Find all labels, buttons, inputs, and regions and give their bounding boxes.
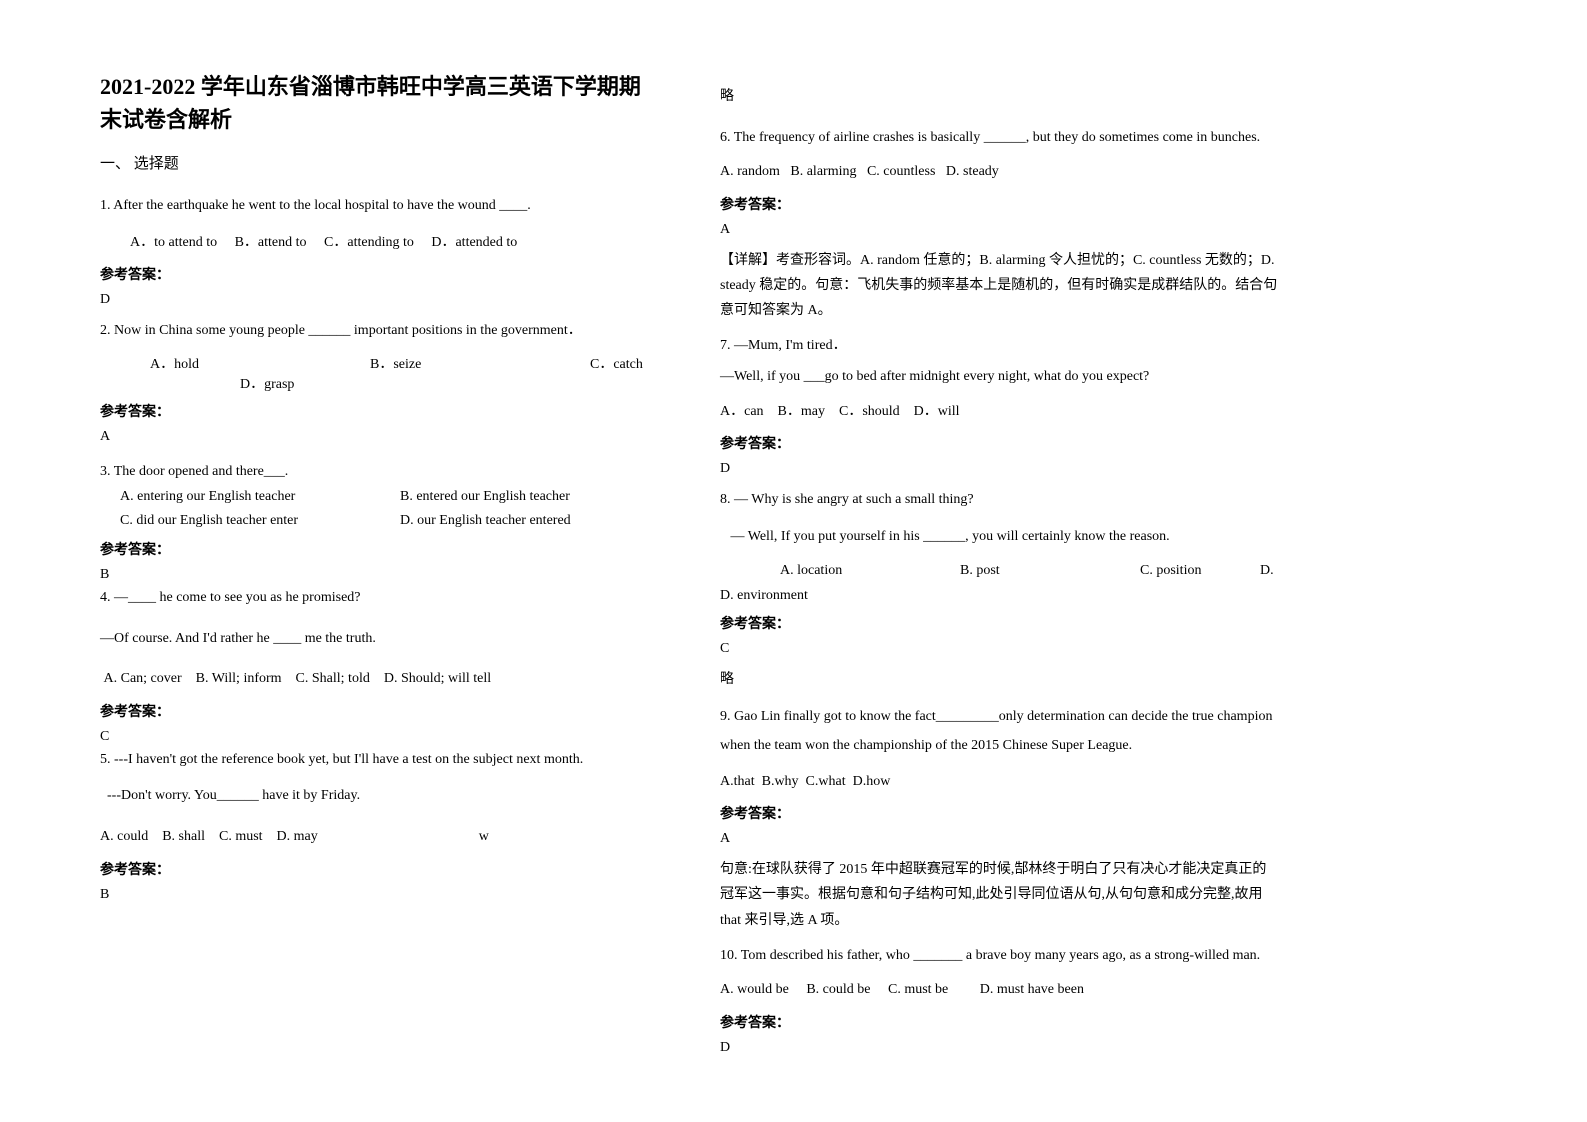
q8-opt-d: D. environment	[720, 585, 1280, 607]
q1-answer-label: 参考答案：	[100, 264, 660, 284]
q8-answer: C	[720, 641, 1280, 657]
q2-opt-d: D．grasp	[100, 373, 660, 393]
q9-answer-label: 参考答案：	[720, 803, 1280, 823]
q3-opts-row1: A. entering our English teacher B. enter…	[100, 485, 660, 509]
exam-title: 2021-2022 学年山东省淄博市韩旺中学高三英语下学期期末试卷含解析	[100, 70, 660, 136]
section-header: 一、 选择题	[100, 152, 660, 173]
q8-stem1: 8. — Why is she angry at such a small th…	[720, 487, 1280, 514]
q2-answer-label: 参考答案：	[100, 401, 660, 421]
q9-answer: A	[720, 831, 1280, 847]
q3-stem: 3. The door opened and there___.	[100, 459, 660, 486]
q2-stem: 2. Now in China some young people ______…	[100, 318, 660, 345]
q4-answer: C	[100, 729, 660, 745]
q4-stem1: 4. —____ he come to see you as he promis…	[100, 585, 660, 612]
q8-opt-c: C. position	[1140, 558, 1260, 585]
q3-answer: B	[100, 567, 660, 583]
lue-text: 略	[720, 84, 1280, 111]
q10-options: A. would be B. could be C. must be D. mu…	[720, 977, 1280, 1004]
q8-opt-b: B. post	[960, 558, 1140, 585]
q10-answer-label: 参考答案：	[720, 1012, 1280, 1032]
q7-answer: D	[720, 461, 1280, 477]
q5-stem2: ---Don't worry. You______ have it by Fri…	[100, 783, 660, 810]
q6-stem: 6. The frequency of airline crashes is b…	[720, 125, 1280, 152]
q9-explain: 句意:在球队获得了 2015 年中超联赛冠军的时候,郜林终于明白了只有决心才能决…	[720, 857, 1280, 933]
q10-answer: D	[720, 1040, 1280, 1056]
q7-options: A．can B．may C．should D．will	[720, 399, 1280, 426]
q8-answer-label: 参考答案：	[720, 613, 1280, 633]
q8-opt-a: A. location	[780, 558, 960, 585]
q10-stem: 10. Tom described his father, who ______…	[720, 943, 1280, 970]
q2-answer: A	[100, 429, 660, 445]
right-column: 略 6. The frequency of airline crashes is…	[720, 70, 1280, 1066]
q2-opt-a: A．hold	[150, 353, 370, 373]
q9-stem: 9. Gao Lin finally got to know the fact_…	[720, 702, 1280, 761]
q3-opt-c: C. did our English teacher enter	[120, 509, 400, 533]
q5-options: A. could B. shall C. must D. may w	[100, 824, 660, 851]
q2-opt-b: B．seize	[370, 353, 590, 373]
left-column: 2021-2022 学年山东省淄博市韩旺中学高三英语下学期期末试卷含解析 一、 …	[100, 70, 660, 1066]
q7-stem1: 7. —Mum, I'm tired．	[720, 333, 1280, 360]
q3-opt-d: D. our English teacher entered	[400, 509, 571, 533]
q1-stem: 1. After the earthquake he went to the l…	[100, 193, 660, 220]
q5-answer: B	[100, 887, 660, 903]
q3-answer-label: 参考答案：	[100, 539, 660, 559]
page-container: 2021-2022 学年山东省淄博市韩旺中学高三英语下学期期末试卷含解析 一、 …	[0, 0, 1587, 1106]
q4-options: A. Can; cover B. Will; inform C. Shall; …	[100, 666, 660, 693]
q4-stem2: —Of course. And I'd rather he ____ me th…	[100, 626, 660, 653]
q7-answer-label: 参考答案：	[720, 433, 1280, 453]
q8-lue: 略	[720, 667, 1280, 694]
q6-options: A. random B. alarming C. countless D. st…	[720, 159, 1280, 186]
q5-answer-label: 参考答案：	[100, 859, 660, 879]
q6-answer: A	[720, 222, 1280, 238]
q3-opt-b: B. entered our English teacher	[400, 485, 570, 509]
q1-options: A．to attend to B．attend to C．attending t…	[100, 230, 660, 257]
q8-opt-d-prefix: D.	[1260, 558, 1274, 585]
q7-stem2: —Well, if you ___go to bed after midnigh…	[720, 364, 1280, 391]
q5-stem1: 5. ---I haven't got the reference book y…	[100, 747, 660, 774]
q1-answer: D	[100, 292, 660, 308]
q4-answer-label: 参考答案：	[100, 701, 660, 721]
q6-answer-label: 参考答案：	[720, 194, 1280, 214]
q3-opt-a: A. entering our English teacher	[120, 485, 400, 509]
q3-opts-row2: C. did our English teacher enter D. our …	[100, 509, 660, 533]
q9-options: A.that B.why C.what D.how	[720, 769, 1280, 796]
q2-options-row: A．hold B．seize C．catch	[100, 353, 660, 373]
q6-explain: 【详解】考查形容词。A. random 任意的；B. alarming 令人担忧…	[720, 248, 1280, 324]
q8-stem2: — Well, If you put yourself in his _____…	[720, 524, 1280, 551]
q2-opt-c: C．catch	[590, 353, 643, 373]
q8-opts-row: A. location B. post C. position D.	[720, 558, 1280, 585]
